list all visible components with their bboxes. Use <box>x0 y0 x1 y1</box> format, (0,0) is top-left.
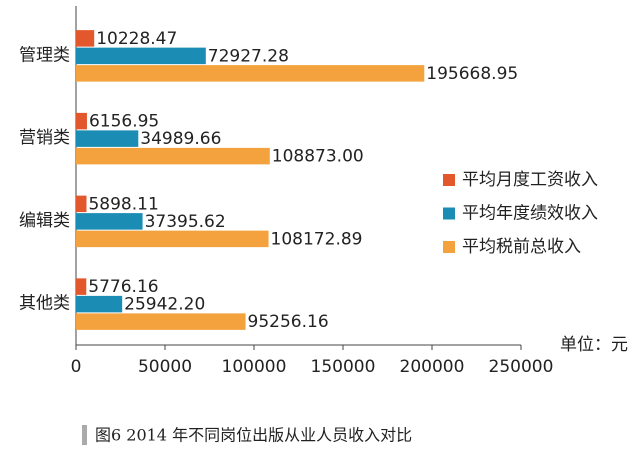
legend-swatch <box>443 241 455 253</box>
value-label: 6156.95 <box>89 112 159 132</box>
value-label: 108873.00 <box>272 147 364 167</box>
caption-marker <box>82 425 87 445</box>
legend-swatch <box>443 207 455 220</box>
bar <box>76 30 95 47</box>
y-tick-label: 管理类 <box>19 45 70 65</box>
legend-swatch <box>443 174 455 186</box>
bar <box>76 313 246 330</box>
x-tick-label: 250000 <box>489 357 554 377</box>
y-tick-label: 其他类 <box>19 294 70 314</box>
legend-label: 平均月度工资收入 <box>462 170 598 190</box>
value-label: 10228.47 <box>96 29 177 49</box>
y-tick-label: 营销类 <box>19 128 70 148</box>
value-label: 72927.28 <box>208 46 289 66</box>
value-label: 195668.95 <box>426 64 518 84</box>
x-tick-label: 200000 <box>400 357 465 377</box>
bar <box>76 230 269 248</box>
caption: 图6 2014 年不同岗位出版从业人员收入对比 <box>95 426 412 445</box>
bar <box>76 65 425 82</box>
value-label: 95256.16 <box>248 312 329 332</box>
value-label: 5776.16 <box>88 277 158 297</box>
x-tick-label: 100000 <box>222 357 287 377</box>
unit-label: 单位：元 <box>560 335 628 355</box>
legend-label: 平均税前总收入 <box>462 237 581 257</box>
bar <box>76 112 87 130</box>
y-tick-label: 编辑类 <box>19 211 70 231</box>
value-label: 108172.89 <box>271 229 363 249</box>
bar <box>76 130 139 147</box>
bar <box>76 147 270 165</box>
value-label: 5898.11 <box>88 194 158 214</box>
value-label: 25942.20 <box>124 295 205 315</box>
x-tick-label: 0 <box>71 357 82 377</box>
bar <box>76 213 143 230</box>
bar <box>76 195 87 213</box>
value-label: 37395.62 <box>145 212 226 232</box>
legend-label: 平均年度绩效收入 <box>462 204 598 224</box>
bar <box>76 278 87 295</box>
value-label: 34989.66 <box>140 129 221 149</box>
x-tick-label: 50000 <box>138 357 192 377</box>
bar <box>76 295 123 313</box>
x-tick-label: 150000 <box>311 357 376 377</box>
bar <box>76 47 206 65</box>
